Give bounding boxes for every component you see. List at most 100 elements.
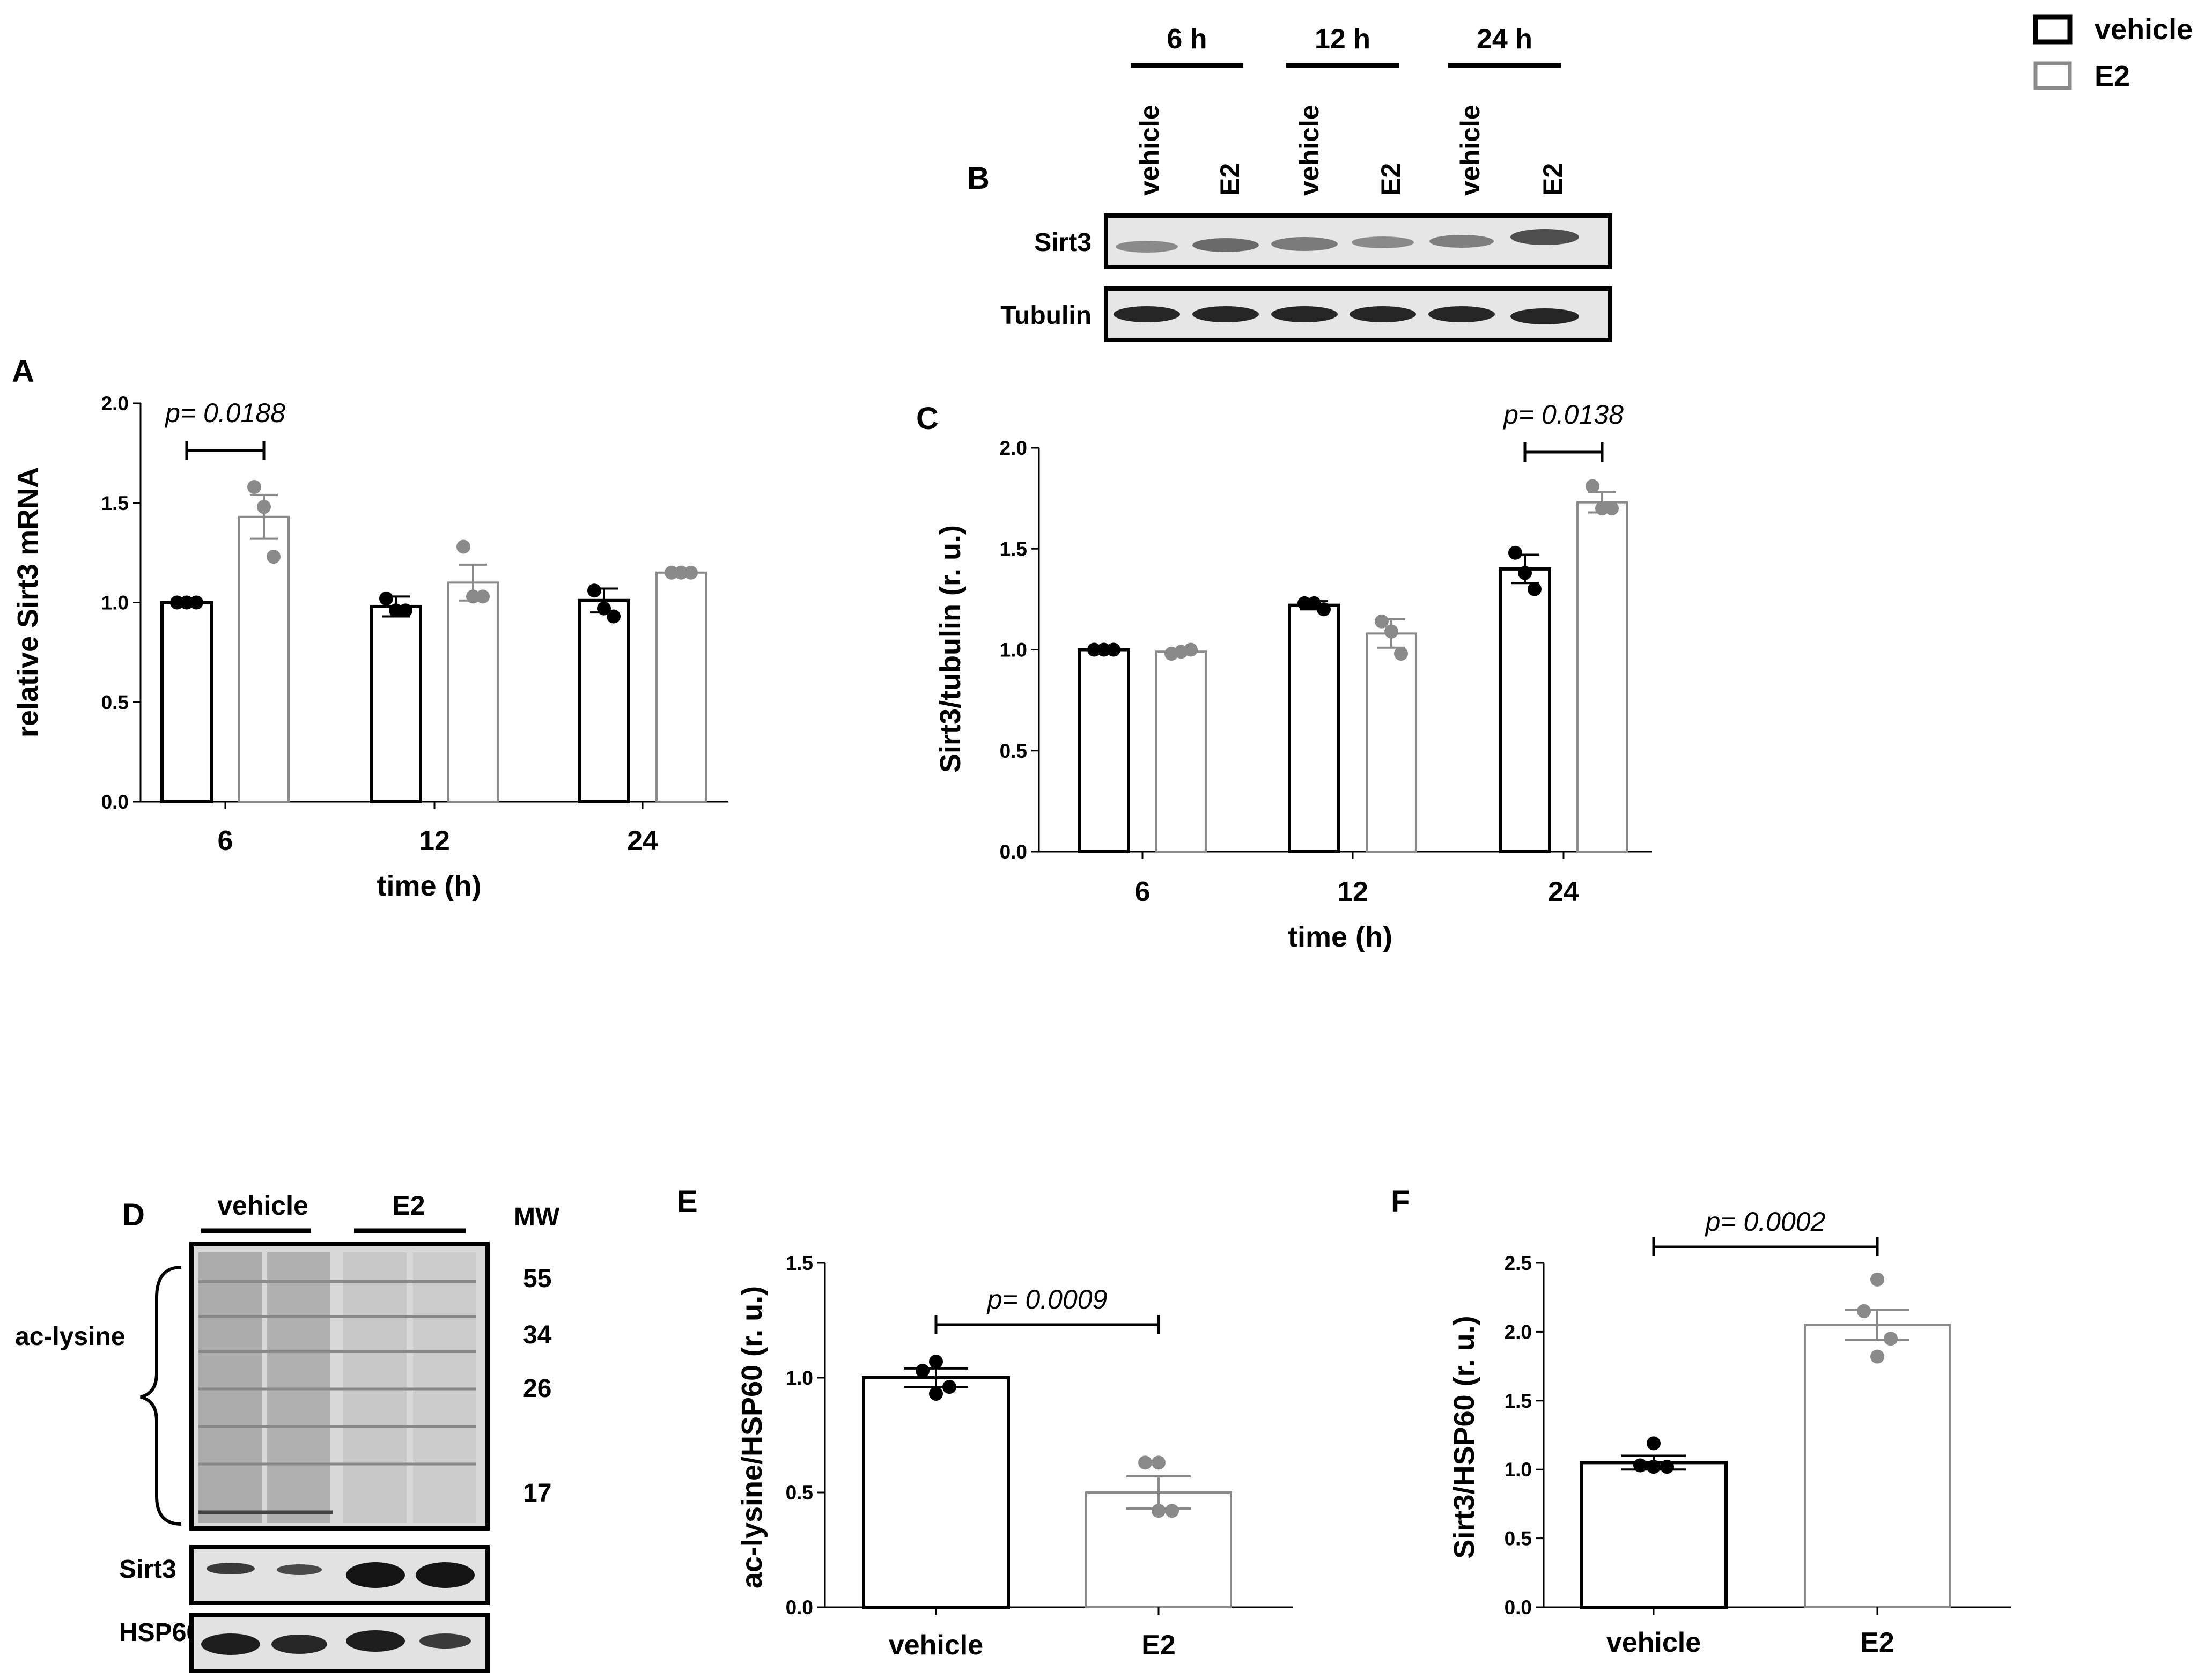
band-tubulin-2 — [1192, 306, 1259, 322]
f-data-point — [1870, 1349, 1884, 1364]
a-x-tick-label: 24 — [627, 825, 658, 856]
e-y-tick-label: 1.5 — [786, 1252, 813, 1274]
band-d-hsp60-1 — [201, 1633, 260, 1655]
a-data-point — [389, 603, 403, 618]
legend-label-vehicle: vehicle — [2095, 13, 2193, 46]
band-sirt3-6 — [1510, 229, 1579, 245]
a-y-tick-label: 1.0 — [101, 592, 129, 614]
row-label-d-sirt3: Sirt3 — [119, 1555, 176, 1584]
band-d-hsp60-4 — [419, 1633, 471, 1649]
group-label-vehicle: vehicle — [217, 1191, 308, 1221]
band-d-hsp60-2 — [271, 1635, 327, 1654]
a-data-point — [587, 583, 601, 598]
e-data-point — [1138, 1455, 1152, 1470]
c-y-tick-label: 0.5 — [1000, 740, 1027, 762]
c-data-point — [1375, 614, 1389, 629]
c-data-point — [1317, 602, 1331, 617]
row-label-tubulin: Tubulin — [1000, 301, 1092, 330]
bracket-label-ac-lysine: ac-lysine — [15, 1322, 125, 1351]
chart-c: 0.0 0.5 1.0 1.5 2.0 Sirt3/tubulin (r. u.) 6 12 2… — [934, 400, 1652, 953]
legend-swatch-vehicle — [2033, 14, 2073, 45]
a-data-point — [607, 609, 621, 624]
c-bar-e2 — [1366, 632, 1417, 853]
f-data-point — [1857, 1304, 1871, 1318]
c-y-axis-title: Sirt3/tubulin (r. u.) — [934, 525, 967, 773]
band-tubulin-6 — [1510, 308, 1579, 324]
c-bar-vehicle — [1078, 648, 1130, 853]
c-y-tick-label: 0.0 — [1000, 841, 1027, 863]
f-y-tick-label: 1.5 — [1505, 1390, 1532, 1412]
c-bar-vehicle — [1288, 603, 1340, 854]
a-data-point — [456, 539, 470, 554]
mw-marker-34: 34 — [523, 1321, 552, 1349]
a-data-point — [674, 565, 688, 580]
c-p-value: p= 0.0138 — [1502, 400, 1624, 430]
panel-letter-f: F — [1391, 1184, 1410, 1219]
a-data-point — [379, 592, 393, 606]
a-y-axis-title: relative Sirt3 mRNA — [12, 467, 44, 737]
panel-letter-b: B — [967, 161, 990, 196]
band-tubulin-4 — [1350, 306, 1416, 322]
band-d-sirt3-4 — [416, 1562, 475, 1588]
e-x-tick-label: vehicle — [889, 1630, 983, 1661]
a-p-value: p= 0.0188 — [164, 398, 285, 428]
a-bar-vehicle — [160, 601, 213, 803]
c-data-point — [1528, 582, 1542, 596]
group-label-e2: E2 — [392, 1191, 425, 1221]
f-data-point — [1647, 1436, 1661, 1451]
band-tubulin-1 — [1114, 306, 1180, 322]
band-sirt3-3 — [1271, 237, 1338, 251]
e-y-tick-label: 0.5 — [786, 1482, 813, 1504]
a-data-point — [476, 589, 490, 604]
mw-marker-26: 26 — [523, 1374, 551, 1403]
c-data-point — [1384, 624, 1398, 639]
e-data-point — [1165, 1504, 1179, 1518]
e-y-tick-label: 1.0 — [786, 1367, 813, 1389]
c-y-tick-label: 1.5 — [1000, 538, 1027, 560]
e-data-point — [929, 1355, 943, 1369]
e-x-tick-label: E2 — [1141, 1630, 1176, 1661]
row-label-d-hsp60: HSP60 — [119, 1618, 201, 1647]
time-label-24h: 24 h — [1477, 24, 1532, 55]
e-data-point — [929, 1386, 943, 1401]
mw-marker-55: 55 — [523, 1265, 551, 1293]
c-data-point — [1518, 566, 1532, 580]
panel-letter-c: C — [916, 401, 939, 436]
legend-label-e2: E2 — [2095, 60, 2130, 92]
panel-letter-a: A — [12, 354, 34, 389]
c-x-tick-label: 24 — [1548, 876, 1579, 907]
a-x-tick-label: 12 — [419, 825, 450, 856]
band-sirt3-5 — [1429, 235, 1494, 248]
band-sirt3-2 — [1192, 238, 1259, 252]
f-bar-e2 — [1804, 1324, 1951, 1609]
c-x-tick-label: 12 — [1337, 876, 1368, 907]
a-data-point — [247, 480, 261, 494]
f-y-tick-label: 0.0 — [1505, 1596, 1532, 1618]
band-tubulin-5 — [1428, 306, 1495, 322]
chart-f: 0.0 0.5 1.0 1.5 2.0 2.5 Sirt3/HSP60 (r. u.) veh… — [1448, 1207, 2011, 1658]
a-bar-vehicle — [370, 604, 422, 804]
band-d-sirt3-2 — [277, 1564, 322, 1575]
c-data-point — [1107, 642, 1120, 657]
c-x-axis-title: time (h) — [1288, 921, 1392, 953]
c-data-point — [1605, 501, 1619, 515]
lane-label-6: E2 — [1538, 163, 1568, 196]
band-tubulin-3 — [1271, 306, 1338, 322]
f-y-axis-title: Sirt3/HSP60 (r. u.) — [1448, 1315, 1480, 1558]
bracket-ac-lysine — [140, 1266, 182, 1526]
e-data-point — [942, 1380, 956, 1394]
c-data-point — [1508, 545, 1522, 560]
f-x-tick-label: E2 — [1860, 1627, 1894, 1658]
e-bar-vehicle — [862, 1376, 1010, 1609]
a-y-tick-label: 0.5 — [101, 691, 129, 713]
a-data-point — [189, 595, 203, 610]
c-y-tick-label: 1.0 — [1000, 639, 1027, 661]
lane-label-4: E2 — [1376, 163, 1406, 196]
a-data-point — [466, 589, 480, 604]
c-y-tick-label: 2.0 — [1000, 437, 1027, 459]
f-data-point — [1647, 1460, 1661, 1474]
e-data-point — [1152, 1455, 1166, 1470]
f-x-tick-label: vehicle — [1606, 1627, 1701, 1658]
c-data-point — [1087, 642, 1101, 657]
f-y-tick-label: 0.5 — [1505, 1528, 1532, 1550]
